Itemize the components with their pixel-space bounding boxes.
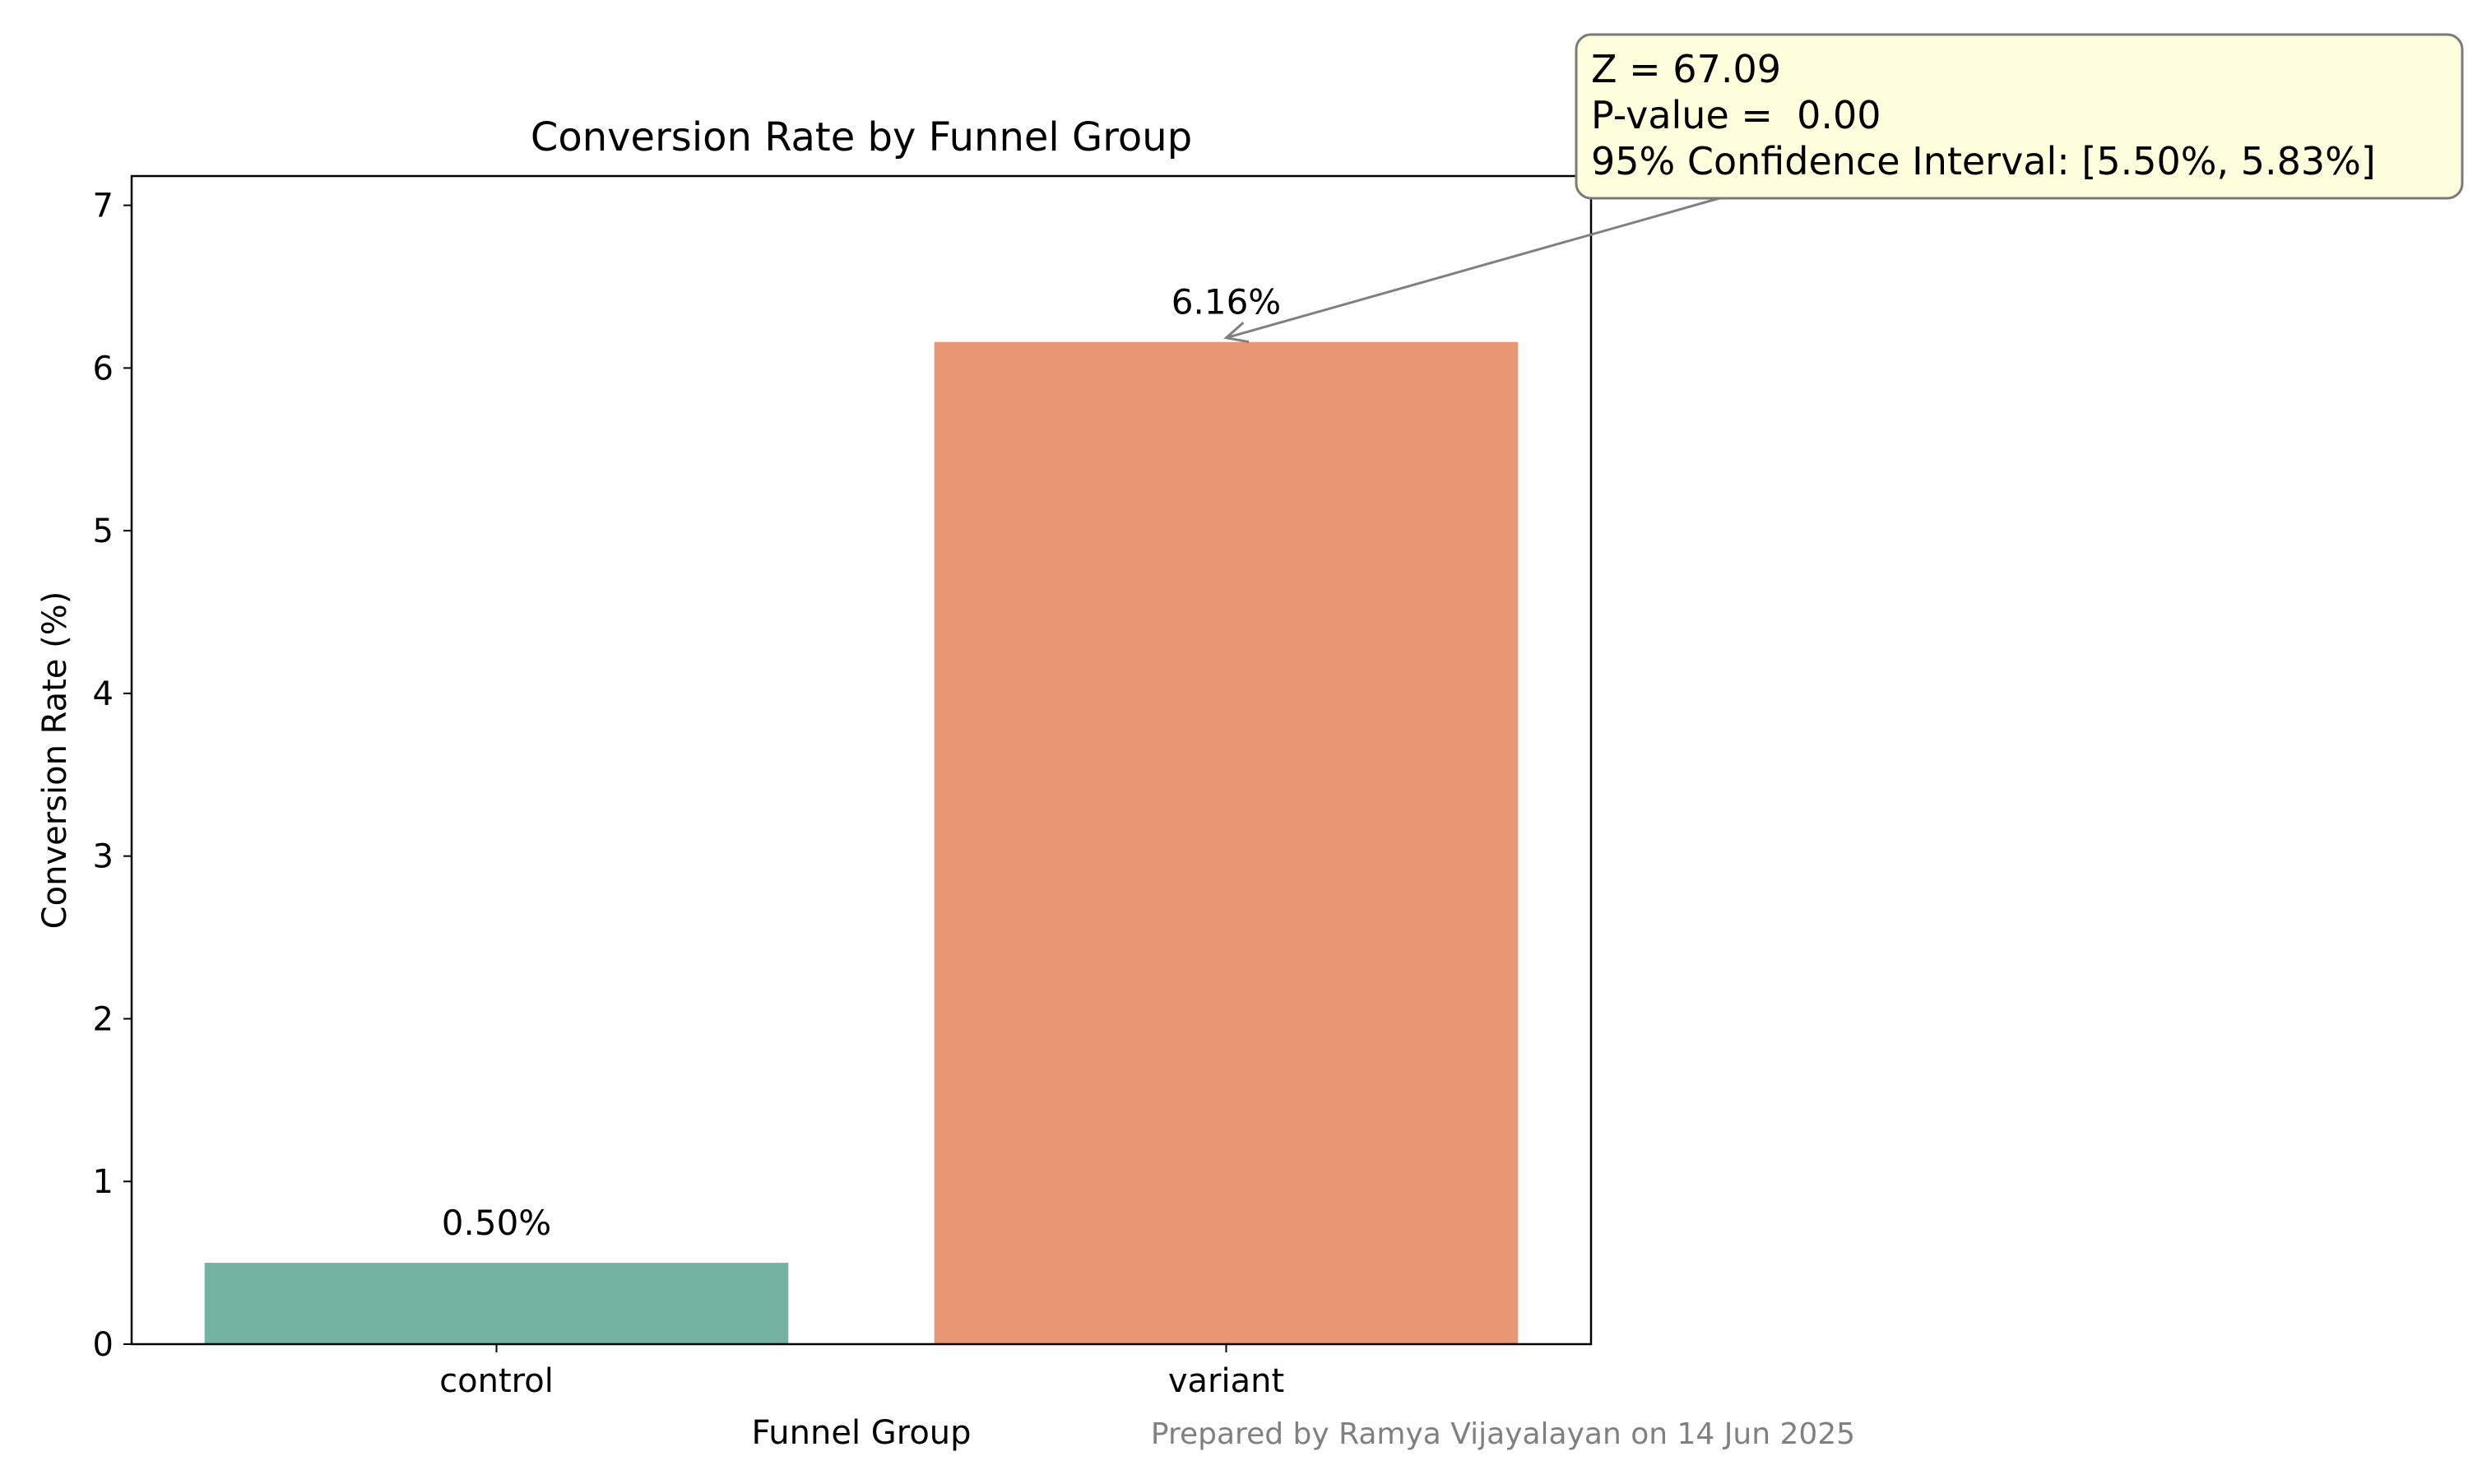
y-tick-label: 2: [93, 1000, 114, 1038]
y-tick-label: 4: [93, 675, 114, 713]
bar-control: [204, 1263, 789, 1344]
y-tick-label: 3: [93, 838, 114, 876]
footer-credit: Prepared by Ramya Vijayalayan on 14 Jun …: [1151, 1417, 1855, 1451]
y-tick-label: 7: [93, 188, 114, 225]
annotation-confidence-interval: 95% Confidence Interval: [5.50%, 5.83%]: [1591, 139, 2376, 183]
y-axis-label: Conversion Rate (%): [36, 591, 74, 930]
stats-annotation: Z = 67.09 P-value = 0.00 95% Confidence …: [1223, 33, 2464, 344]
x-tick-label-variant: variant: [1168, 1362, 1284, 1400]
annotation-arrow: [1226, 197, 1720, 340]
annotation-z-score: Z = 67.09: [1591, 47, 1781, 91]
bar-value-label-variant: 6.16%: [1171, 282, 1281, 322]
annotation-box: [1575, 33, 2464, 200]
bar-variant: [934, 341, 1519, 1344]
y-tick-label: 6: [93, 350, 114, 387]
x-tick-label-control: control: [439, 1362, 554, 1400]
x-axis-label: Funnel Group: [751, 1414, 971, 1452]
y-tick-label: 5: [93, 512, 114, 550]
y-tick-label: 1: [93, 1163, 114, 1201]
plot-area: 0.50% control 6.16% variant 0 1 2 3 4 5 6 7: [93, 174, 1593, 1400]
bar-value-label-control: 0.50%: [442, 1203, 551, 1243]
chart-title: Conversion Rate by Funnel Group: [531, 114, 1192, 160]
axes-frame: [130, 174, 1593, 1346]
y-tick-label: 0: [93, 1326, 114, 1364]
annotation-arrow-head: [1223, 322, 1250, 344]
annotation-p-value: P-value = 0.00: [1591, 93, 1881, 137]
